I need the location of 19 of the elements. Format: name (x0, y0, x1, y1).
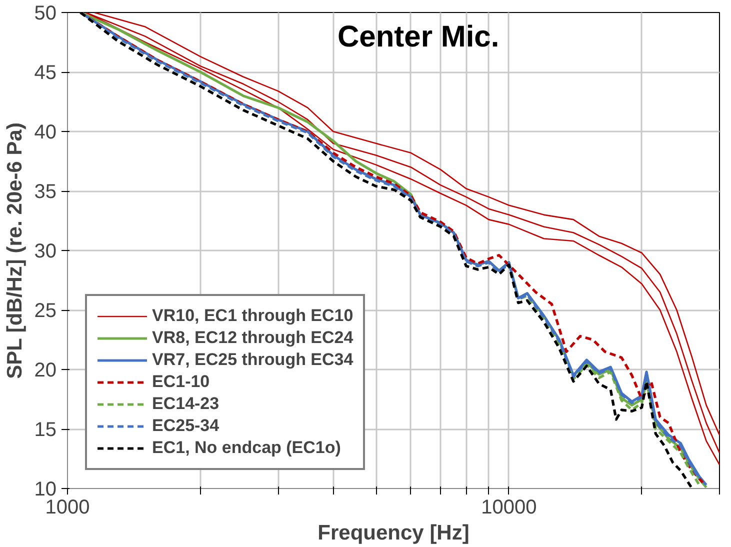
y-tick-label: 15 (34, 419, 57, 441)
y-tick-label: 25 (34, 300, 57, 322)
legend-label: VR7, EC25 through EC34 (152, 350, 354, 370)
legend-label: EC1-10 (152, 372, 210, 392)
legend-label: EC14-23 (152, 394, 220, 414)
y-tick-label: 35 (34, 181, 57, 203)
x-tick-label: 10000 (481, 496, 537, 518)
y-tick-label: 40 (34, 122, 57, 144)
legend-label: EC1, No endcap (EC1o) (152, 438, 341, 458)
legend-label: VR8, EC12 through EC24 (152, 328, 354, 348)
y-axis-title: SPL [dB/Hz] (re. 20e-6 Pa) (3, 122, 26, 379)
y-tick-label: 30 (34, 240, 57, 262)
legend-label: EC25-34 (152, 416, 220, 436)
y-tick-label: 45 (34, 62, 57, 84)
legend-label: VR10, EC1 through EC10 (152, 306, 354, 326)
y-tick-label: 20 (34, 360, 57, 382)
y-tick-label: 50 (34, 2, 57, 24)
chart-title: Center Mic. (338, 20, 500, 54)
x-axis-title: Frequency [Hz] (318, 522, 470, 544)
